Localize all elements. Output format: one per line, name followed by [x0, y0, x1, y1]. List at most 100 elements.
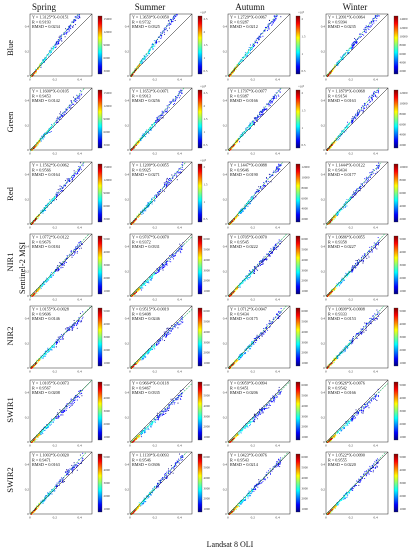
density-point: [378, 92, 379, 94]
density-point: [235, 215, 237, 217]
density-point: [344, 53, 346, 55]
density-point: [40, 140, 42, 142]
fit-equation: Y = 1.1653*X-0.0071: [132, 89, 169, 94]
density-point: [267, 183, 269, 185]
density-point: [149, 128, 151, 130]
density-point: [270, 323, 272, 324]
density-point: [51, 123, 52, 125]
density-point: [146, 280, 148, 282]
density-point: [52, 275, 54, 277]
density-point: [147, 202, 149, 204]
density-point: [132, 294, 134, 296]
density-point: [147, 131, 149, 133]
density-point: [278, 163, 280, 165]
density-point: [165, 332, 167, 334]
density-point: [344, 279, 345, 281]
density-point: [273, 97, 275, 99]
density-point: [51, 271, 52, 273]
density-point: [32, 149, 34, 151]
density-point: [34, 219, 36, 221]
density-point: [143, 357, 145, 359]
density-point: [134, 363, 136, 365]
density-point: [158, 342, 159, 344]
density-point: [240, 283, 242, 285]
density-point: [254, 192, 256, 194]
density-point: [377, 167, 379, 169]
density-point: [50, 52, 52, 53]
one-to-one-line: [129, 161, 193, 225]
density-point: [39, 66, 41, 68]
fit-line: [29, 87, 85, 152]
density-point: [351, 44, 353, 46]
density-point: [151, 346, 153, 348]
density-point: [376, 243, 378, 245]
density-point: [346, 273, 348, 274]
density-point: [140, 286, 142, 288]
density-point: [329, 221, 331, 223]
density-point: [233, 290, 235, 292]
density-point: [141, 286, 142, 288]
density-point: [157, 340, 159, 342]
density-point: [242, 210, 244, 212]
density-point: [76, 94, 78, 96]
density-point: [345, 272, 347, 274]
density-point: [74, 253, 75, 255]
density-point: [241, 210, 243, 212]
density-point: [56, 120, 58, 122]
colorbar-tick-label: 12000: [104, 30, 112, 34]
density-point: [139, 139, 141, 141]
x-tick-label: 0.4: [373, 78, 378, 82]
density-point: [172, 326, 174, 328]
density-point: [36, 143, 38, 145]
density-point: [271, 98, 273, 100]
density-point: [74, 99, 76, 101]
density-point: [181, 93, 183, 95]
density-point: [34, 364, 36, 366]
density-point: [371, 246, 373, 247]
density-point: [375, 95, 377, 97]
density-point: [350, 47, 352, 49]
density-point: [245, 276, 246, 278]
density-point: [152, 47, 153, 49]
density-point: [257, 114, 259, 116]
density-point: [71, 101, 72, 103]
density-point: [35, 146, 37, 148]
density-point: [168, 260, 170, 262]
density-point: [53, 199, 55, 200]
density-point: [80, 242, 82, 244]
fit-line: [129, 161, 187, 225]
density-point: [160, 337, 161, 339]
density-point: [356, 263, 358, 265]
density-point: [261, 111, 263, 113]
density-point: [57, 340, 59, 342]
density-point: [356, 41, 358, 43]
density-point: [341, 130, 343, 131]
density-point: [55, 343, 57, 345]
y-tick-label: 0: [323, 294, 325, 298]
density-point: [135, 292, 137, 293]
density-point: [240, 356, 242, 358]
density-point: [331, 291, 333, 293]
density-point: [239, 286, 241, 288]
density-point: [136, 363, 138, 364]
density-point: [46, 206, 48, 208]
density-point: [133, 146, 135, 148]
density-point: [251, 341, 253, 343]
density-point: [363, 255, 365, 256]
density-point: [240, 356, 242, 357]
density-point: [152, 126, 154, 128]
density-point: [172, 175, 174, 177]
density-point: [145, 205, 147, 207]
density-point: [175, 324, 177, 326]
density-point: [236, 141, 238, 143]
density-point: [278, 315, 280, 317]
density-point: [39, 66, 41, 68]
density-point: [35, 71, 37, 73]
density-point: [57, 189, 59, 191]
density-point: [175, 99, 176, 101]
density-point: [34, 146, 36, 148]
density-point: [344, 54, 346, 56]
density-point: [140, 287, 142, 289]
density-point: [146, 129, 147, 131]
